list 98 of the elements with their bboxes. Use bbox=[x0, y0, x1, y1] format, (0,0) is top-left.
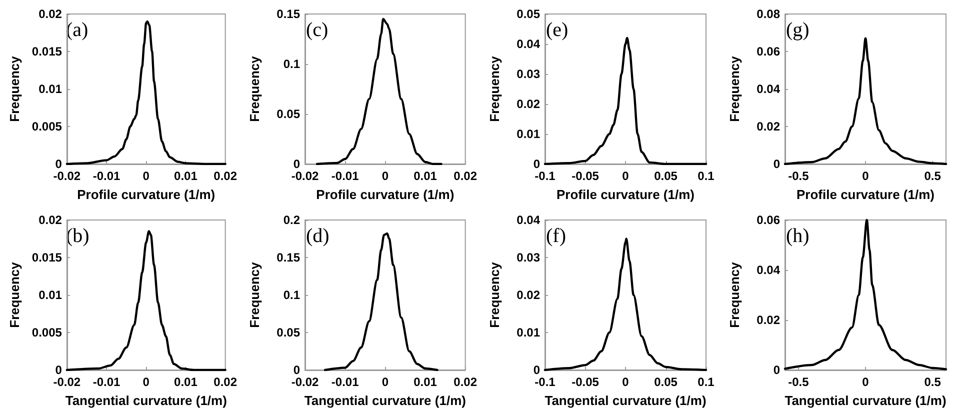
y-tick-label: 0.05 bbox=[276, 107, 300, 121]
y-tick-label: 0.015 bbox=[32, 44, 62, 58]
y-axis-title: Frequency bbox=[487, 55, 502, 122]
y-tick-label: 0.15 bbox=[276, 7, 300, 21]
y-tick-label: 0 bbox=[55, 157, 62, 171]
y-tick-label: 0 bbox=[773, 157, 780, 171]
x-tick-label: 0 bbox=[142, 375, 150, 389]
x-tick-label: 0.05 bbox=[654, 375, 678, 389]
x-tick-label: 0.5 bbox=[924, 169, 942, 183]
annotation: (h) bbox=[786, 225, 810, 247]
x-tick-label: 0.01 bbox=[174, 375, 198, 389]
x-tick-label: -0.01 bbox=[331, 375, 360, 389]
x-tick-label: 0.02 bbox=[214, 375, 238, 389]
annotation: (e) bbox=[546, 19, 568, 41]
x-tick-label: 0 bbox=[862, 169, 870, 183]
x-axis-title: Tangential curvature (1/m) bbox=[544, 393, 706, 408]
annotation: (c) bbox=[306, 19, 328, 41]
y-tick-label: 0.04 bbox=[516, 213, 540, 227]
y-axis-title: Frequency bbox=[727, 55, 742, 122]
x-tick-label: 0 bbox=[382, 169, 389, 183]
y-tick-label: 0.08 bbox=[756, 7, 780, 21]
y-axis-title: Frequency bbox=[7, 55, 22, 122]
y-axis-title: Frequency bbox=[247, 55, 262, 122]
y-tick-label: 0.04 bbox=[516, 37, 540, 51]
y-tick-label: 0.02 bbox=[756, 120, 780, 134]
x-tick-label: -0.02 bbox=[53, 375, 81, 389]
y-tick-label: 0.01 bbox=[516, 127, 540, 141]
x-tick-label: 0.01 bbox=[414, 375, 438, 389]
y-tick-label: 0 bbox=[773, 363, 780, 377]
y-tick-label: 0 bbox=[293, 363, 300, 377]
y-tick-label: 0 bbox=[55, 363, 62, 377]
annotation: (g) bbox=[786, 19, 810, 41]
x-tick-label: 0.02 bbox=[214, 169, 238, 183]
x-tick-label: 0.02 bbox=[454, 169, 478, 183]
x-tick-label: -0.02 bbox=[291, 169, 319, 183]
x-tick-label: -0.01 bbox=[92, 169, 121, 183]
y-axis-title: Frequency bbox=[487, 261, 502, 328]
y-axis-title: Frequency bbox=[247, 261, 262, 328]
y-tick-label: 0.02 bbox=[38, 213, 62, 227]
y-tick-label: 0 bbox=[533, 157, 540, 171]
annotation: (d) bbox=[306, 225, 330, 247]
y-tick-label: 0.005 bbox=[32, 120, 62, 134]
x-tick-label: 0.05 bbox=[654, 169, 678, 183]
y-tick-label: 0.1 bbox=[283, 288, 300, 302]
x-tick-label: -0.05 bbox=[572, 375, 600, 389]
x-tick-label: -0.01 bbox=[331, 169, 360, 183]
y-tick-label: 0.03 bbox=[516, 67, 540, 81]
x-axis-title: Profile curvature (1/m) bbox=[77, 187, 216, 202]
y-tick-label: 0.03 bbox=[516, 250, 540, 264]
x-axis-title: Profile curvature (1/m) bbox=[316, 187, 454, 202]
y-tick-label: 0.05 bbox=[516, 7, 540, 21]
y-tick-label: 0.01 bbox=[38, 82, 62, 96]
x-tick-label: -0.1 bbox=[534, 375, 556, 389]
y-tick-label: 0.01 bbox=[38, 288, 62, 302]
y-tick-label: 0.05 bbox=[276, 326, 300, 340]
y-tick-label: 0.04 bbox=[756, 263, 780, 277]
x-tick-label: 0.01 bbox=[414, 169, 438, 183]
y-tick-label: 0.005 bbox=[32, 326, 62, 340]
x-tick-label: -0.1 bbox=[534, 169, 556, 183]
y-tick-label: 0.015 bbox=[32, 250, 62, 264]
x-tick-label: 0 bbox=[622, 375, 630, 389]
y-tick-label: 0.04 bbox=[756, 82, 780, 96]
x-tick-label: 0 bbox=[862, 375, 870, 389]
y-tick-label: 0.1 bbox=[283, 57, 300, 71]
y-tick-label: 0 bbox=[293, 157, 300, 171]
y-tick-label: 0.02 bbox=[38, 7, 62, 21]
line-series bbox=[784, 218, 948, 370]
x-tick-label: 0 bbox=[142, 169, 150, 183]
x-tick-label: 0.1 bbox=[698, 169, 715, 183]
y-tick-label: 0.02 bbox=[756, 313, 780, 327]
x-tick-label: 0.02 bbox=[454, 375, 478, 389]
y-tick-label: 0.02 bbox=[516, 97, 540, 111]
x-tick-label: 0.5 bbox=[924, 375, 942, 389]
y-tick-label: 0.02 bbox=[516, 288, 540, 302]
x-axis-title: Profile curvature (1/m) bbox=[556, 187, 694, 202]
x-tick-label: 0 bbox=[382, 375, 389, 389]
y-tick-label: 0.06 bbox=[756, 213, 780, 227]
y-tick-label: 0.2 bbox=[283, 213, 300, 227]
x-axis-title: Tangential curvature (1/m) bbox=[304, 393, 466, 408]
y-axis-title: Frequency bbox=[7, 261, 22, 328]
x-axis-title: Tangential curvature (1/m) bbox=[784, 393, 946, 408]
x-tick-label: -0.02 bbox=[291, 375, 319, 389]
y-tick-label: 0 bbox=[533, 363, 540, 377]
annotation: (f) bbox=[546, 225, 566, 247]
y-axis-title: Frequency bbox=[727, 261, 742, 328]
x-tick-label: -0.5 bbox=[788, 375, 810, 389]
x-tick-label: 0 bbox=[622, 169, 630, 183]
x-tick-label: -0.5 bbox=[788, 169, 810, 183]
x-tick-label: -0.01 bbox=[92, 375, 121, 389]
x-tick-label: 0.1 bbox=[698, 375, 715, 389]
y-tick-label: 0.15 bbox=[276, 250, 300, 264]
x-tick-label: -0.05 bbox=[572, 169, 600, 183]
y-tick-label: 0.06 bbox=[756, 44, 780, 58]
x-tick-label: 0.01 bbox=[174, 169, 198, 183]
x-axis-title: Tangential curvature (1/m) bbox=[65, 393, 227, 408]
x-tick-label: -0.02 bbox=[53, 169, 81, 183]
y-tick-label: 0.01 bbox=[516, 326, 540, 340]
x-axis-title: Profile curvature (1/m) bbox=[796, 187, 934, 202]
